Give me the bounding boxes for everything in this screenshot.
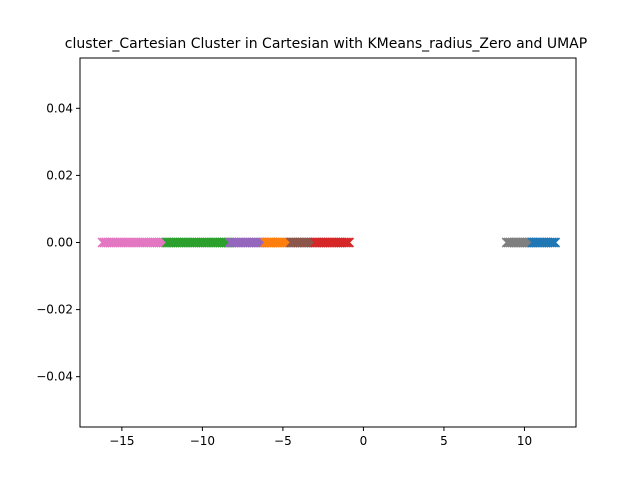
y-axis: −0.04 −0.02 0.00 0.02 0.04 xyxy=(36,101,80,384)
y-tick-label: −0.02 xyxy=(36,303,73,317)
data-point xyxy=(548,237,559,248)
x-tick-label: 0 xyxy=(360,434,368,448)
y-tick-label: 0.04 xyxy=(46,101,73,115)
x-axis: −15 −10 −5 0 5 10 xyxy=(109,427,532,448)
data-point xyxy=(343,237,355,248)
series-7 xyxy=(527,237,561,248)
x-tick-label: −10 xyxy=(190,434,215,448)
data-points xyxy=(97,237,561,248)
data-point xyxy=(546,237,557,248)
data-point xyxy=(341,237,353,248)
chart-title: cluster_Cartesian Cluster in Cartesian w… xyxy=(65,36,587,52)
series-1 xyxy=(161,237,234,248)
x-tick-label: 10 xyxy=(517,434,532,448)
series-2 xyxy=(224,237,269,248)
data-point xyxy=(340,237,351,248)
x-tick-label: −5 xyxy=(274,434,292,448)
series-5 xyxy=(310,237,355,248)
x-tick-label: 5 xyxy=(440,434,448,448)
x-tick-label: −15 xyxy=(109,434,134,448)
y-tick-label: −0.04 xyxy=(36,370,73,384)
y-tick-label: 0.02 xyxy=(46,168,73,182)
series-0 xyxy=(97,237,171,248)
data-point xyxy=(549,237,561,248)
y-tick-label: 0.00 xyxy=(46,236,73,250)
